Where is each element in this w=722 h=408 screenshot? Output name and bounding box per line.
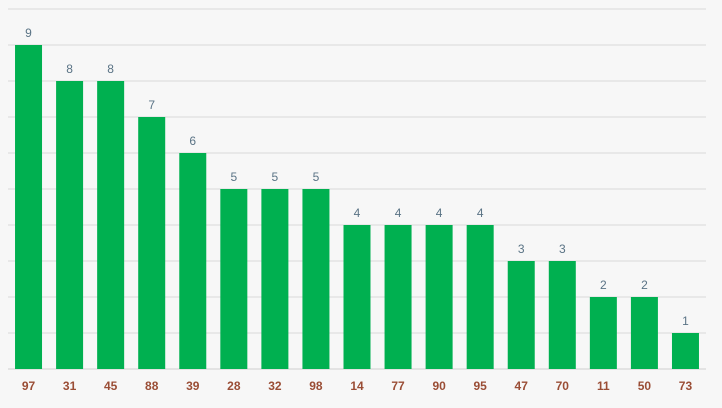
bar-73	[671, 333, 699, 369]
x-tick-label-88: 88	[145, 379, 159, 393]
x-tick-label-32: 32	[268, 379, 282, 393]
bar-88	[138, 117, 166, 369]
x-tick-label-70: 70	[556, 379, 570, 393]
bar-77	[384, 225, 412, 369]
bar-97	[15, 45, 43, 369]
x-tick-label-77: 77	[391, 379, 405, 393]
value-label-88: 7	[148, 98, 155, 112]
value-label-32: 5	[272, 170, 279, 184]
value-label-14: 4	[354, 206, 361, 220]
x-tick-label-45: 45	[104, 379, 118, 393]
x-axis-tick-labels-layer: 97 31 45 88 39 28 32 98 14 77 90 95 47 70 11 50 73	[22, 379, 693, 393]
bar-90	[425, 225, 453, 369]
x-tick-label-47: 47	[515, 379, 529, 393]
bar-11	[589, 297, 617, 369]
x-tick-label-50: 50	[638, 379, 652, 393]
value-label-47: 3	[518, 242, 525, 256]
bar-95	[466, 225, 494, 369]
bar-70	[548, 261, 576, 369]
bar-39	[179, 153, 207, 369]
bar-28	[220, 189, 248, 369]
x-tick-label-90: 90	[432, 379, 446, 393]
value-label-11: 2	[600, 278, 607, 292]
x-tick-label-39: 39	[186, 379, 200, 393]
x-tick-label-14: 14	[350, 379, 364, 393]
value-label-95: 4	[477, 206, 484, 220]
value-label-50: 2	[641, 278, 648, 292]
x-tick-label-11: 11	[597, 379, 610, 393]
value-label-73: 1	[682, 314, 689, 328]
x-tick-label-28: 28	[227, 379, 241, 393]
x-tick-label-95: 95	[473, 379, 487, 393]
value-label-98: 5	[313, 170, 320, 184]
value-labels-layer: 9 8 8 7 6 5 5 5 4 4 4 4 3 3 2 2 1	[25, 26, 689, 328]
x-tick-label-98: 98	[309, 379, 323, 393]
value-label-97: 9	[25, 26, 32, 40]
bar-14	[343, 225, 371, 369]
bars-layer	[15, 45, 699, 369]
bar-45	[97, 81, 125, 369]
x-tick-label-31: 31	[63, 379, 77, 393]
value-label-77: 4	[395, 206, 402, 220]
bar-50	[630, 297, 658, 369]
x-tick-label-97: 97	[22, 379, 36, 393]
value-label-45: 8	[107, 62, 114, 76]
bar-98	[302, 189, 330, 369]
bar-47	[507, 261, 535, 369]
value-label-31: 8	[66, 62, 73, 76]
value-label-90: 4	[436, 206, 443, 220]
value-label-70: 3	[559, 242, 566, 256]
value-label-28: 5	[230, 170, 237, 184]
x-tick-label-73: 73	[679, 379, 693, 393]
value-label-39: 6	[189, 134, 196, 148]
bar-32	[261, 189, 289, 369]
bar-31	[56, 81, 84, 369]
